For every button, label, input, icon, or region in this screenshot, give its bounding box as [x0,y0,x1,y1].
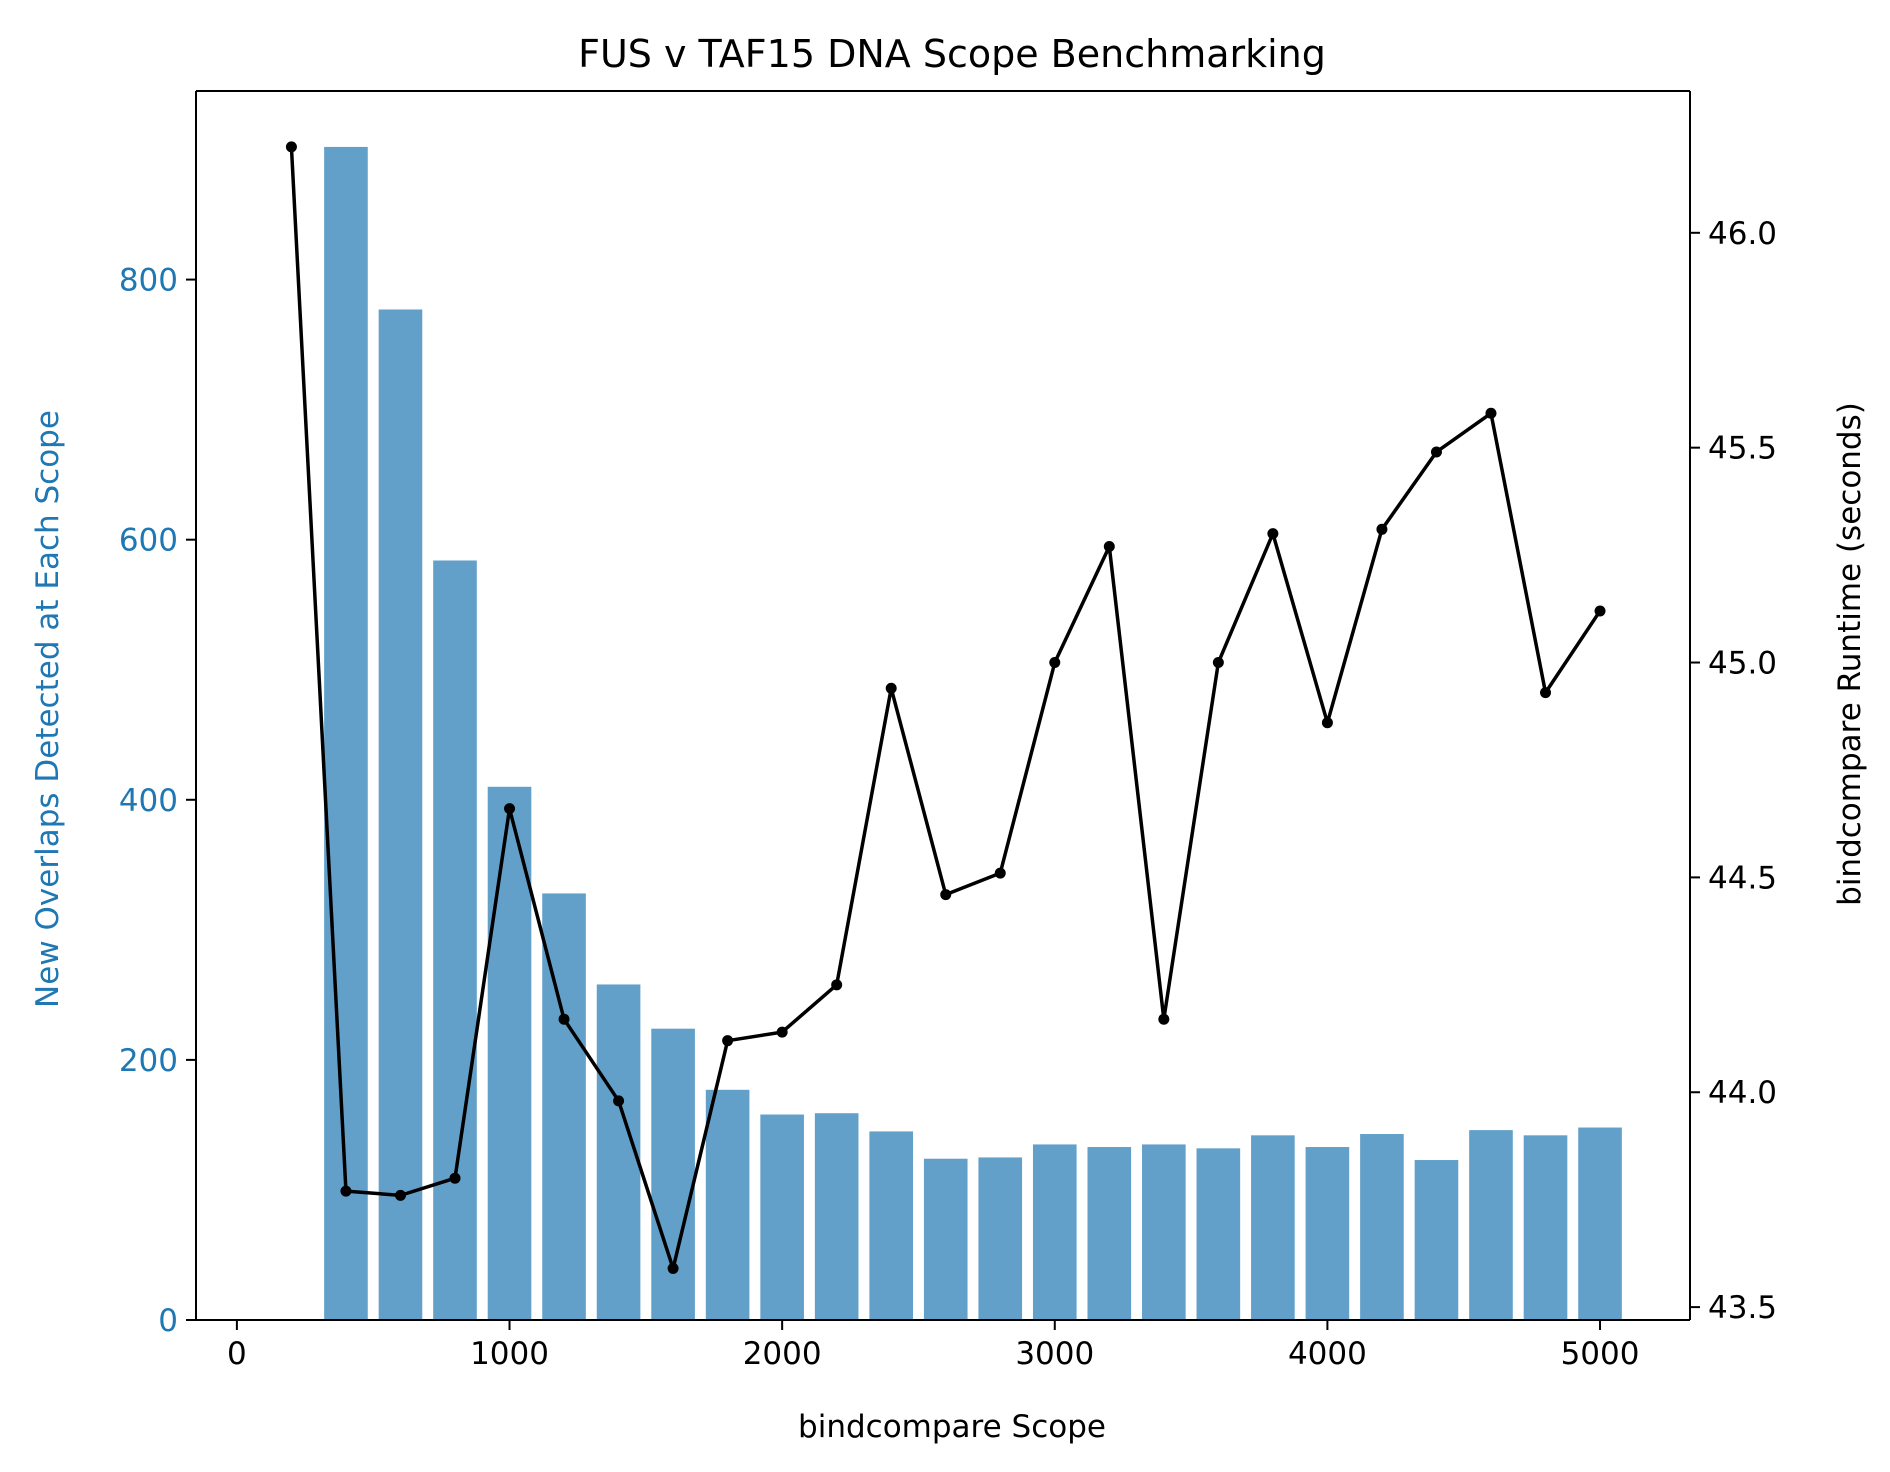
y-left-tick-label: 0 [158,1303,178,1339]
x-tick-label: 4000 [1288,1336,1367,1372]
y-right-tick-label: 45.5 [1708,431,1777,467]
runtime-point [285,141,297,153]
x-tick-label: 3000 [1015,1336,1094,1372]
runtime-point [831,979,843,991]
runtime-point [1049,657,1061,669]
bar [1523,1135,1568,1320]
bar [596,984,641,1320]
runtime-point [340,1185,352,1197]
y-axis-right-label: bindcompare Runtime (seconds) [1832,402,1868,906]
runtime-point [1103,541,1115,552]
runtime-point [1321,717,1333,729]
bar [1414,1160,1459,1320]
y-right-tick-label: 46.0 [1708,216,1777,252]
bar [705,1089,750,1320]
bar [1469,1130,1513,1320]
bar [651,1028,695,1320]
bar [1305,1147,1350,1320]
bar [487,786,532,1320]
runtime-point [885,682,897,694]
bar [433,560,477,1320]
runtime-point [940,889,952,901]
runtime-point [504,803,516,815]
runtime-point [1158,1013,1170,1025]
y-right-tick-label: 43.5 [1708,1290,1777,1326]
runtime-point [449,1172,461,1184]
x-tick-label: 1000 [470,1336,549,1372]
bar [378,309,423,1320]
runtime-point [994,867,1006,879]
x-axis-label: bindcompare Scope [798,1409,1106,1445]
runtime-point [558,1013,570,1025]
y-right-tick-label: 45.0 [1708,646,1777,682]
bar [324,146,368,1320]
runtime-point [1267,528,1279,540]
runtime-point [776,1026,788,1038]
runtime-point [613,1095,625,1107]
x-tick-label: 2000 [743,1336,822,1372]
runtime-point [1485,407,1497,419]
y-left-tick-label: 200 [119,1043,178,1079]
y-left-tick-label: 600 [119,523,178,559]
y-left-tick-label: 800 [119,263,178,299]
bar [869,1131,914,1320]
runtime-point [1540,687,1552,699]
y-right-tick-label: 44.5 [1708,860,1777,896]
y-right-tick-label: 44.0 [1708,1075,1777,1111]
runtime-point [722,1035,734,1047]
chart-title: FUS v TAF15 DNA Scope Benchmarking [578,32,1326,76]
runtime-point [1376,523,1388,535]
bar [1196,1148,1241,1320]
bar [760,1114,804,1320]
x-tick-label: 0 [227,1336,247,1372]
bar [1087,1147,1132,1320]
y-left-tick-label: 400 [119,783,178,819]
bar [978,1157,1023,1320]
runtime-point [1430,446,1442,458]
bar [1142,1144,1186,1320]
bar [1360,1134,1404,1320]
bar [1251,1135,1295,1320]
bar [814,1113,859,1320]
runtime-line-series [285,141,1606,1274]
bar [1032,1144,1077,1320]
bar [1578,1127,1622,1320]
runtime-point [1594,605,1606,617]
runtime-point [1212,657,1224,669]
bar [923,1158,968,1320]
axes: 0 1000 2000 3000 4000 5000 0 200 400 600 800 43.5 44… [119,90,1777,1372]
x-tick-label: 5000 [1561,1336,1640,1372]
runtime-point [667,1262,679,1274]
y-axis-left-label: New Overlaps Detected at Each Scope [30,410,66,1008]
runtime-point [394,1189,406,1201]
